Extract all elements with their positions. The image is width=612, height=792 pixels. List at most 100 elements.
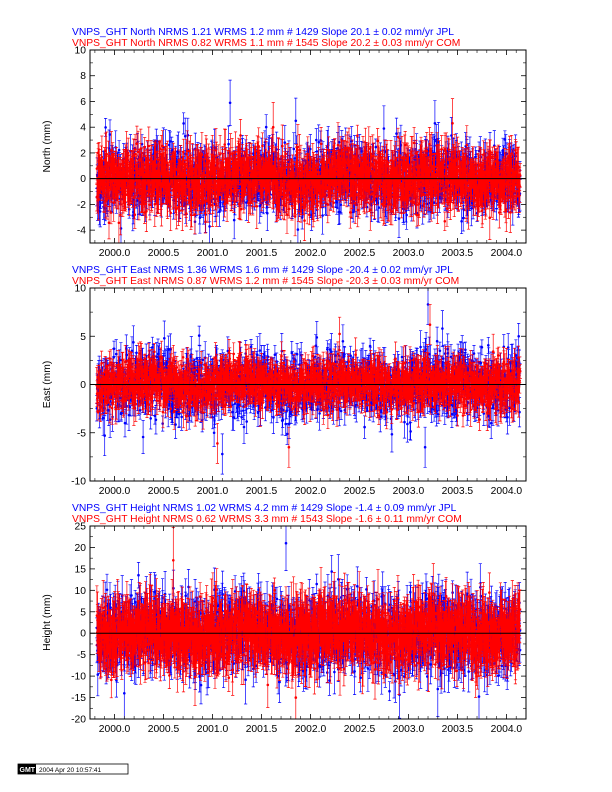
data-point (284, 152, 288, 156)
data-point (218, 210, 221, 213)
data-point (319, 160, 323, 164)
data-point (177, 412, 181, 416)
data-point (496, 167, 500, 171)
data-point (241, 160, 244, 164)
data-point (200, 152, 204, 156)
data-point (277, 200, 281, 203)
data-point (476, 169, 480, 173)
data-point (507, 179, 511, 182)
data-point (131, 365, 134, 369)
data-point (495, 156, 498, 159)
data-point (179, 182, 182, 185)
data-point (489, 150, 492, 153)
data-point (454, 182, 458, 185)
y-tick-label: 10 (75, 46, 87, 57)
data-point (416, 188, 419, 191)
data-point (178, 397, 181, 400)
data-point (214, 149, 218, 152)
data-point (349, 211, 352, 214)
series-com (95, 98, 522, 243)
data-point (324, 186, 328, 190)
data-point (466, 195, 470, 199)
data-point (403, 420, 406, 424)
data-point (347, 158, 350, 161)
data-point (191, 198, 195, 202)
x-tick-label: 2002.5 (344, 248, 376, 259)
data-point (164, 395, 167, 398)
data-point (447, 201, 450, 204)
data-point (498, 187, 502, 190)
data-point (195, 195, 198, 198)
data-point (140, 388, 144, 391)
data-point (373, 195, 377, 199)
data-point (117, 166, 121, 169)
data-point (128, 185, 131, 188)
data-point (154, 418, 158, 422)
data-point (517, 189, 520, 193)
data-point (176, 187, 179, 190)
data-point (290, 204, 294, 208)
series-com (95, 304, 522, 468)
data-point (243, 171, 247, 174)
data-point (332, 149, 336, 152)
data-point (109, 378, 113, 382)
data-point (472, 195, 476, 198)
data-point (253, 158, 257, 162)
data-point (365, 168, 369, 172)
data-point (153, 350, 156, 354)
data-point (453, 163, 456, 166)
data-point (313, 163, 317, 167)
data-point (356, 208, 360, 212)
data-point (400, 156, 404, 160)
data-point (403, 143, 407, 147)
data-point (114, 196, 118, 200)
data-point (208, 387, 211, 390)
data-point (108, 163, 112, 167)
data-point (190, 374, 194, 377)
data-point (205, 173, 208, 177)
data-point (295, 153, 298, 157)
data-point (151, 182, 154, 185)
data-point (253, 169, 257, 172)
data-point (160, 356, 163, 360)
data-point (143, 186, 147, 189)
data-point (180, 389, 183, 393)
data-point (364, 175, 368, 179)
data-point (228, 101, 232, 105)
data-point (414, 179, 417, 183)
data-point (449, 195, 452, 199)
data-point (442, 160, 446, 163)
data-point (310, 171, 314, 174)
data-point (394, 157, 398, 160)
data-point (247, 166, 251, 170)
data-point (370, 200, 374, 203)
data-point (398, 170, 402, 174)
data-point (115, 171, 119, 175)
data-point (357, 161, 361, 164)
data-point (312, 200, 316, 204)
data-point (121, 366, 125, 370)
data-point (242, 193, 246, 197)
data-point (335, 158, 339, 162)
data-point (247, 169, 250, 173)
data-point (193, 386, 196, 390)
data-point (230, 158, 234, 161)
data-point (213, 173, 217, 177)
y-axis-label: North (mm) (42, 120, 53, 172)
data-point (138, 185, 142, 188)
data-point (124, 360, 127, 364)
data-point (198, 389, 201, 393)
data-point (189, 154, 192, 157)
data-point (202, 390, 205, 394)
data-point (303, 219, 306, 222)
data-point (338, 210, 342, 214)
data-point (457, 157, 461, 161)
data-point (168, 368, 171, 372)
data-point (453, 194, 456, 198)
data-point (276, 207, 279, 211)
data-point (376, 194, 379, 198)
data-point (416, 166, 419, 170)
data-point (369, 156, 373, 160)
data-point (278, 168, 282, 171)
data-point (127, 374, 131, 377)
